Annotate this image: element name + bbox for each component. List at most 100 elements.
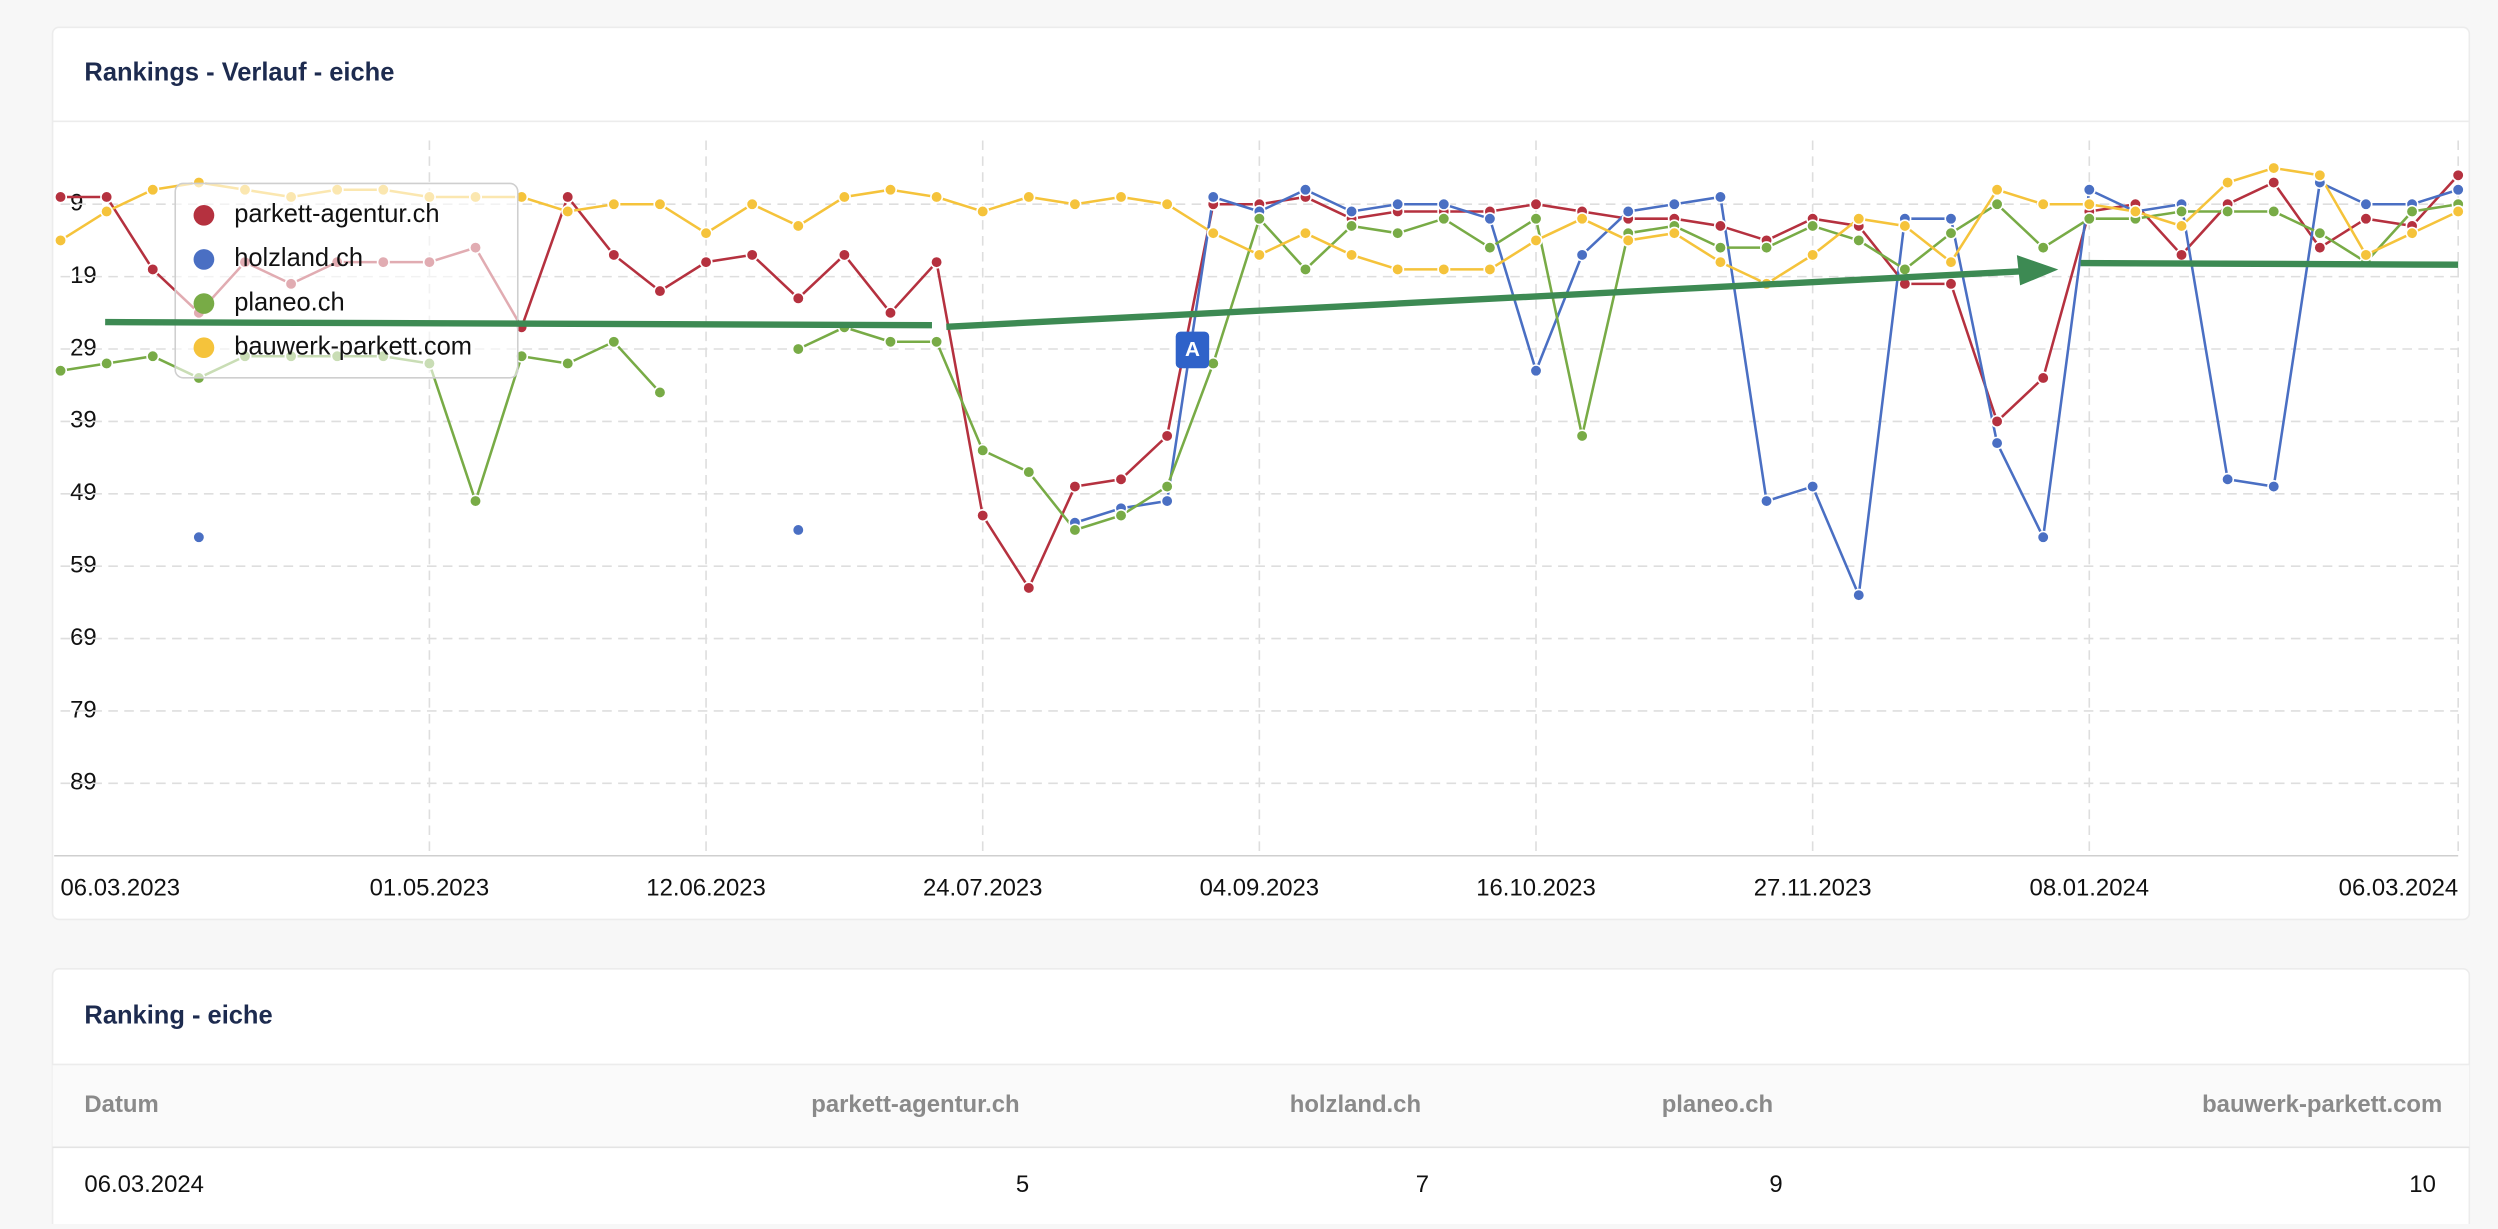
data-point [1667,226,1681,240]
data-point [1298,226,1312,240]
table-cell: 06.03.2024 [84,1171,204,1198]
data-point [1114,508,1128,523]
x-tick-label: 06.03.2023 [61,875,181,902]
legend-label: planeo.ch [234,288,344,316]
arrow-head [2016,255,2059,286]
x-tick-label: 01.05.2023 [370,875,489,902]
data-point [1529,197,1543,211]
data-point [2036,241,2050,255]
y-tick-label: 59 [70,551,97,578]
data-point [2405,226,2419,240]
data-point [1160,429,1174,443]
trend-arrows [105,259,2459,331]
data-point [791,291,805,305]
table-header-cell: bauwerk-parkett.com [2202,1091,2442,1118]
y-tick-label: 49 [70,479,97,506]
y-tick-label: 9 [70,190,83,217]
data-point [2036,530,2050,544]
data-point [837,248,851,262]
data-point [54,233,68,247]
data-point [1944,226,1958,240]
legend-box [174,182,519,379]
data-point [2451,183,2465,197]
data-point [607,197,621,211]
y-tick-label: 29 [70,334,97,361]
data-point [2128,204,2142,218]
data-point [1206,356,1220,371]
data-point [883,306,898,320]
data-point [2451,204,2465,218]
data-point [1252,212,1266,226]
legend-label: bauwerk-parkett.com [234,332,472,360]
data-point [1575,248,1589,262]
data-point [1760,494,1774,508]
data-point [100,356,114,371]
data-point [2405,204,2419,218]
data-point [930,255,944,269]
data-point [1206,190,1220,204]
data-point [100,204,114,218]
data-point [2267,175,2281,190]
data-point [54,190,68,204]
arrow [2080,259,2459,268]
data-point [1713,255,1727,269]
data-point [561,190,575,204]
data-point [2036,197,2050,211]
data-point [837,190,851,204]
data-point [1944,255,1958,269]
data-point [2174,248,2189,262]
data-point [1852,233,1866,247]
data-point [883,183,898,197]
data-point [1068,523,1082,537]
data-point [976,508,990,523]
data-point [2313,226,2327,240]
chart-card [51,26,2471,921]
data-point [2359,197,2373,211]
data-point [1437,212,1451,226]
data-point [1806,480,1820,494]
data-point [2451,168,2465,182]
y-tick-label: 19 [70,262,97,289]
data-point [653,385,667,399]
data-point [2036,371,2050,385]
data-point [2174,204,2189,218]
data-point [1529,364,1543,378]
data-point [2359,248,2373,262]
data-point [2082,183,2096,197]
table-header-cell: holzland.ch [1290,1091,1421,1118]
data-point [1944,212,1958,226]
x-tick-label: 12.06.2023 [646,875,766,902]
data-point [653,284,667,298]
data-point [607,335,621,349]
data-point [2221,175,2235,190]
legend: parkett-agentur.ch holzland.ch planeo.ch ba… [174,182,519,379]
data-point [1298,183,1312,197]
data-point [1391,226,1405,240]
legend-swatch [193,249,215,270]
data-point [561,204,575,218]
plot: 9 19 29 39 49 59 69 79 89 06.03.2023 01.05.2023 12.… [54,140,2465,902]
data-point [791,342,805,356]
data-point [1483,241,1497,255]
legend-label: parkett-agentur.ch [234,200,439,228]
data-point [1345,204,1359,218]
data-point [1575,429,1589,443]
data-point [1990,436,2004,450]
data-point [1160,197,1174,211]
x-tick-label: 08.01.2024 [2030,875,2150,902]
data-point [653,197,667,211]
data-point [1806,219,1820,233]
data-point [745,248,759,262]
data-point [1990,197,2004,211]
data-point [1114,190,1128,204]
data-point [883,335,898,349]
data-point [976,443,990,457]
data-point [146,349,160,363]
data-point [1345,219,1359,233]
data-point [1806,248,1820,262]
legend-swatch [193,337,215,359]
data-point [1621,233,1635,247]
table-header-bg [52,1064,2470,1148]
data-point [1483,212,1497,226]
legend-label: holzland.ch [234,244,363,272]
